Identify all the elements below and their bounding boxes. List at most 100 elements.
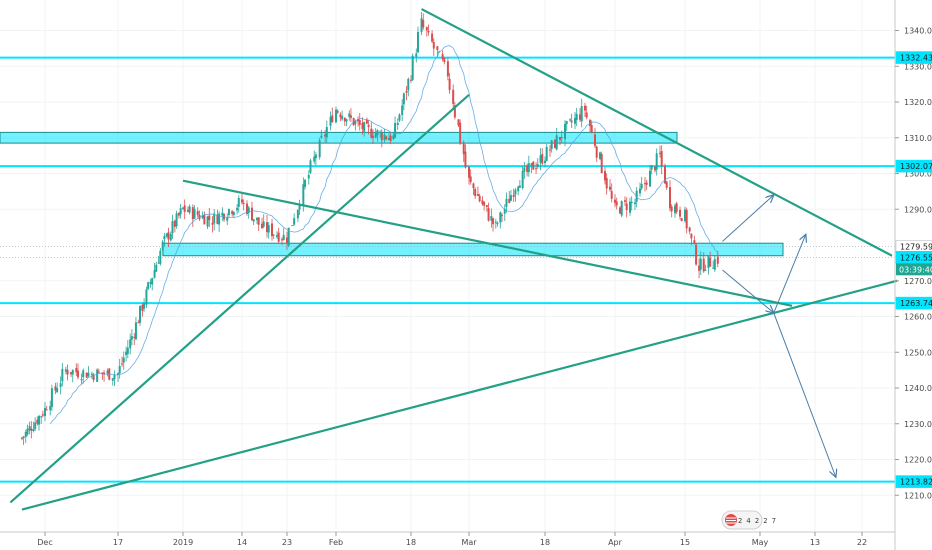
candle-body xyxy=(664,165,666,184)
candle-body xyxy=(50,388,53,408)
x-tick-label: 18 xyxy=(406,538,416,547)
projection-arrows xyxy=(722,195,836,477)
candle-body xyxy=(472,183,475,189)
candle-body xyxy=(358,120,361,125)
candle-body xyxy=(26,428,29,435)
candle-body xyxy=(272,234,275,236)
candle-body xyxy=(405,90,408,93)
candle-body xyxy=(645,182,648,185)
candle-body xyxy=(554,139,556,149)
candle-body xyxy=(523,167,526,172)
candle-body xyxy=(659,152,661,154)
candle-body xyxy=(45,409,48,411)
candle-body xyxy=(251,207,253,221)
candle-body xyxy=(213,213,216,224)
candle-body xyxy=(496,223,499,225)
candle-body xyxy=(619,207,621,214)
candle-body xyxy=(431,33,434,42)
candle-body xyxy=(153,270,156,278)
moving-average xyxy=(49,45,719,425)
candle-body xyxy=(640,183,643,189)
candle-body xyxy=(634,202,636,205)
candle-body xyxy=(267,225,270,233)
candle-body xyxy=(425,27,428,31)
candle-body xyxy=(595,146,598,158)
candle-body xyxy=(526,165,529,172)
support-resistance-zone xyxy=(162,242,784,257)
candle-body xyxy=(309,160,312,173)
plot-area[interactable] xyxy=(0,0,895,532)
candle-body xyxy=(70,372,73,375)
candle-body xyxy=(614,199,616,203)
x-tick-label: Apr xyxy=(608,538,623,547)
price-marker-box xyxy=(895,475,932,488)
candle-body xyxy=(436,46,439,51)
candle-body xyxy=(505,198,508,207)
horizontal-levels xyxy=(0,56,895,483)
candle-body xyxy=(610,191,613,199)
price-marker-box xyxy=(895,51,932,64)
candle-body xyxy=(464,151,467,168)
candle-body xyxy=(293,218,296,225)
candle-body xyxy=(615,201,618,206)
candle-body xyxy=(266,222,268,233)
candle-body xyxy=(670,206,673,212)
candle-body xyxy=(262,221,265,227)
price-marker-label: 1332.43 xyxy=(900,54,932,63)
time-axis[interactable]: Dec 17 2019 14 23 Feb 18 Mar 18 Apr 15 May 13 22 xyxy=(37,532,867,547)
candle-body xyxy=(113,374,116,379)
candle-body xyxy=(379,131,382,133)
candle-body xyxy=(702,258,705,272)
logo: 2 4 2 2 7 xyxy=(721,510,776,530)
candle-body xyxy=(453,105,456,118)
candle-body xyxy=(188,206,191,213)
candle-body xyxy=(478,195,481,202)
candle-body xyxy=(574,118,576,124)
candle-body xyxy=(165,233,168,237)
candle-body xyxy=(171,221,174,234)
candle-body xyxy=(365,119,368,124)
projection-arrow xyxy=(722,269,774,313)
trendline xyxy=(21,279,898,511)
candle-body xyxy=(125,351,128,356)
candle-body xyxy=(594,134,596,146)
candle-body xyxy=(371,135,374,138)
y-tick-label: 1240.00 xyxy=(904,384,932,393)
candle-body xyxy=(287,227,290,246)
candle-body xyxy=(76,370,79,378)
projection-arrow xyxy=(773,312,836,477)
candle-body xyxy=(216,214,219,224)
price-markers: 1332.43 1302.07 1279.59 1276.55 1263.74 1213.… xyxy=(895,51,932,488)
candle-body xyxy=(620,201,623,216)
candle-body xyxy=(38,415,41,425)
support-resistance-zone xyxy=(0,131,678,144)
candle-body xyxy=(143,302,146,309)
candle-body xyxy=(348,113,351,117)
candle-body xyxy=(517,186,520,192)
logo-text: 2 4 2 2 7 xyxy=(738,517,776,525)
candle-body xyxy=(147,282,150,289)
candle-body xyxy=(600,154,603,173)
candle-body xyxy=(446,61,449,77)
candle-body xyxy=(389,135,392,142)
candle-body xyxy=(707,256,710,268)
price-axis[interactable]: 1350.001340.001330.001320.001310.001300.… xyxy=(895,0,932,500)
candle-body xyxy=(630,201,633,204)
price-marker-label: 1263.74 xyxy=(900,299,932,308)
candle-body xyxy=(96,369,99,382)
candle-body xyxy=(492,218,495,225)
candle-body xyxy=(44,407,46,417)
candle-body xyxy=(448,78,451,90)
candle-body xyxy=(196,211,199,216)
candle-body xyxy=(208,215,211,221)
candle-body xyxy=(605,178,608,189)
candle-body xyxy=(286,237,288,244)
candle-body xyxy=(712,267,715,269)
x-tick-label: 23 xyxy=(282,538,292,547)
candle-body xyxy=(80,379,83,381)
candle-body xyxy=(277,232,280,242)
candle-body xyxy=(441,54,444,60)
candle-body xyxy=(139,305,142,323)
candle-body xyxy=(545,146,548,161)
